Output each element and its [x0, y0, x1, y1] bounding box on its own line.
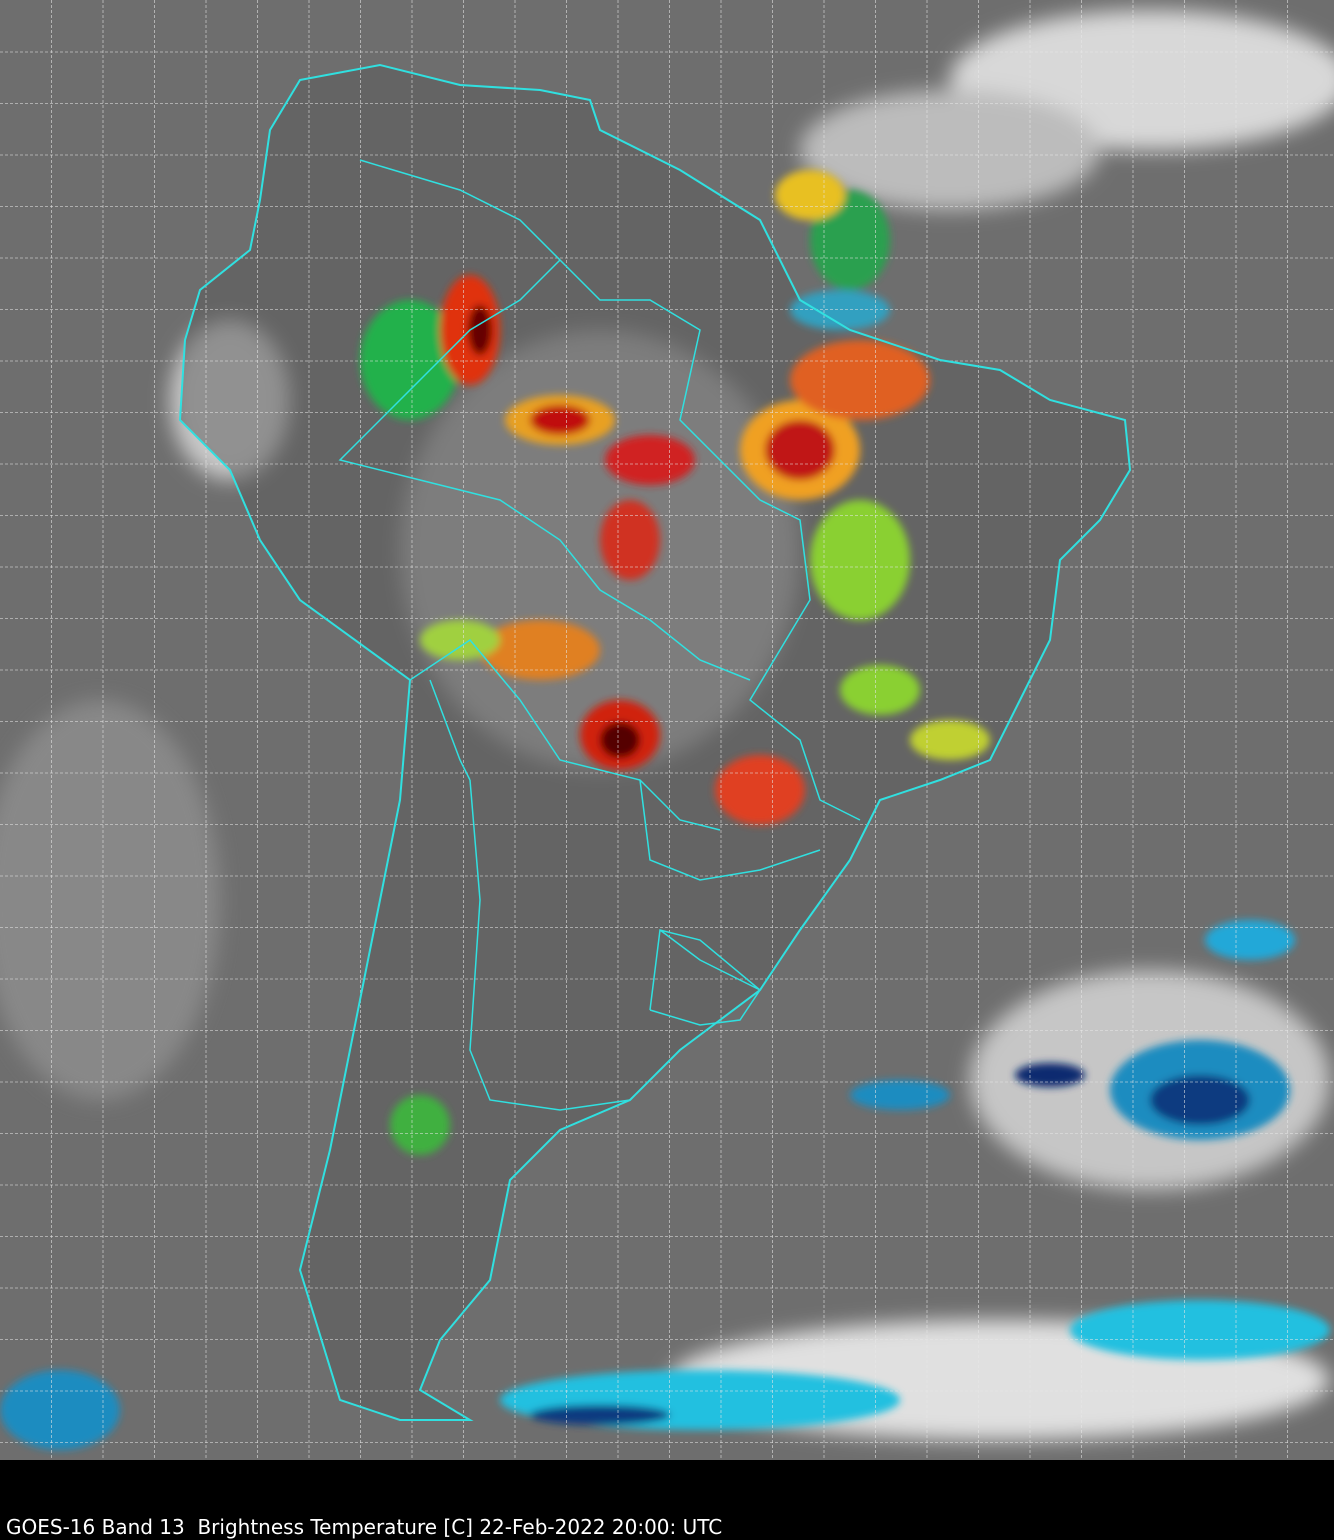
coastline: [178, 63, 1132, 1421]
borders: [338, 159, 861, 1111]
caption: GOES-16 Band 13 Brightness Temperature […: [6, 1515, 723, 1539]
grid: [0, 0, 1334, 1460]
satellite-map: [0, 0, 1334, 1460]
convective-cells: [0, 170, 1330, 1450]
